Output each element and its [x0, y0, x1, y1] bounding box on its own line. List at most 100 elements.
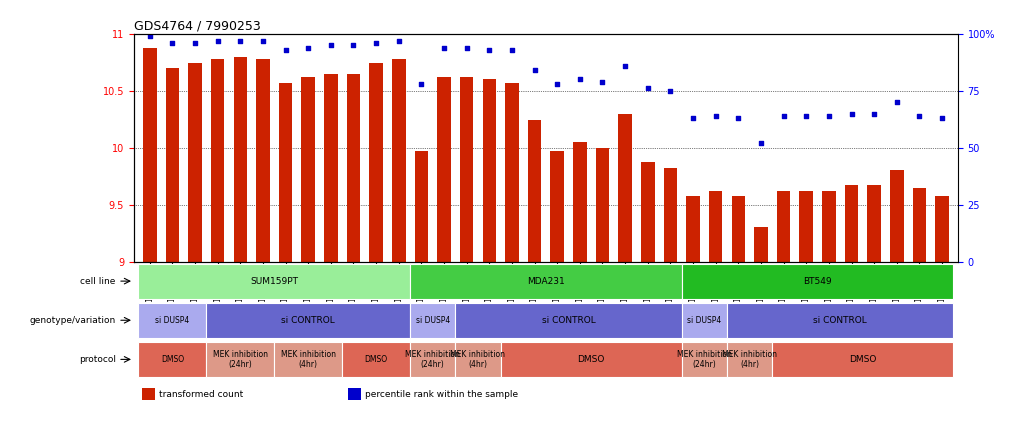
Text: si DUSP4: si DUSP4: [156, 316, 190, 325]
Point: [776, 113, 792, 119]
Bar: [527, 121, 542, 261]
Text: DMSO: DMSO: [161, 355, 184, 364]
Bar: [913, 187, 926, 261]
FancyBboxPatch shape: [410, 342, 455, 377]
Bar: [550, 151, 564, 261]
Bar: [370, 63, 383, 261]
FancyBboxPatch shape: [455, 302, 682, 338]
Point: [844, 110, 860, 117]
Text: MDA231: MDA231: [527, 277, 564, 286]
Text: DMSO: DMSO: [849, 355, 877, 364]
Point: [458, 44, 475, 51]
FancyBboxPatch shape: [342, 342, 410, 377]
FancyBboxPatch shape: [682, 342, 727, 377]
Bar: [663, 168, 677, 261]
Bar: [777, 191, 790, 261]
FancyBboxPatch shape: [206, 302, 410, 338]
Point: [753, 140, 769, 146]
Bar: [459, 77, 474, 261]
Text: si DUSP4: si DUSP4: [415, 316, 450, 325]
Point: [572, 76, 588, 83]
Point: [526, 67, 543, 74]
Bar: [438, 77, 451, 261]
Bar: [731, 195, 745, 261]
Point: [730, 115, 747, 121]
Point: [254, 37, 271, 44]
Text: BT549: BT549: [803, 277, 832, 286]
Point: [708, 113, 724, 119]
Point: [277, 47, 294, 53]
Bar: [935, 195, 949, 261]
Point: [934, 115, 951, 121]
Text: MEK inhibition
(24hr): MEK inhibition (24hr): [213, 350, 268, 369]
FancyBboxPatch shape: [274, 342, 342, 377]
Point: [685, 115, 701, 121]
Text: si CONTROL: si CONTROL: [814, 316, 867, 325]
Point: [549, 80, 565, 87]
FancyBboxPatch shape: [682, 302, 727, 338]
Point: [345, 42, 362, 49]
Point: [481, 47, 497, 53]
Point: [504, 47, 520, 53]
Text: MEK inhibition
(4hr): MEK inhibition (4hr): [281, 350, 336, 369]
Point: [640, 85, 656, 92]
Point: [164, 40, 180, 47]
Point: [300, 44, 316, 51]
Point: [436, 44, 452, 51]
Point: [368, 40, 384, 47]
Text: DMSO: DMSO: [578, 355, 605, 364]
Bar: [845, 185, 858, 261]
FancyBboxPatch shape: [455, 342, 501, 377]
Bar: [618, 113, 632, 261]
Point: [866, 110, 883, 117]
Bar: [890, 170, 903, 261]
Bar: [234, 57, 247, 261]
Point: [413, 80, 430, 87]
FancyBboxPatch shape: [138, 264, 410, 299]
Point: [798, 113, 815, 119]
Text: genotype/variation: genotype/variation: [30, 316, 115, 325]
Bar: [143, 47, 157, 261]
Point: [821, 113, 837, 119]
FancyBboxPatch shape: [772, 342, 954, 377]
Text: DMSO: DMSO: [365, 355, 387, 364]
Bar: [188, 63, 202, 261]
Text: transformed count: transformed count: [159, 390, 243, 399]
Bar: [279, 83, 293, 261]
Bar: [573, 142, 587, 261]
Point: [594, 78, 611, 85]
Bar: [392, 59, 406, 261]
Bar: [347, 74, 360, 261]
Text: MEK inhibition
(4hr): MEK inhibition (4hr): [722, 350, 778, 369]
Text: si DUSP4: si DUSP4: [687, 316, 721, 325]
Text: protocol: protocol: [78, 355, 115, 364]
Bar: [324, 74, 338, 261]
Point: [889, 99, 905, 105]
Text: MEK inhibition
(4hr): MEK inhibition (4hr): [450, 350, 506, 369]
FancyBboxPatch shape: [410, 302, 455, 338]
Text: cell line: cell line: [80, 277, 115, 286]
Bar: [166, 68, 179, 261]
Point: [617, 62, 633, 69]
Text: SUM159PT: SUM159PT: [250, 277, 299, 286]
Text: MEK inhibition
(24hr): MEK inhibition (24hr): [677, 350, 732, 369]
Bar: [686, 195, 699, 261]
FancyBboxPatch shape: [138, 342, 206, 377]
Text: si CONTROL: si CONTROL: [281, 316, 335, 325]
Bar: [641, 162, 654, 261]
Point: [390, 37, 407, 44]
Bar: [302, 77, 315, 261]
FancyBboxPatch shape: [138, 302, 206, 338]
Point: [322, 42, 339, 49]
Text: MEK inhibition
(24hr): MEK inhibition (24hr): [405, 350, 460, 369]
Point: [209, 37, 226, 44]
Point: [186, 40, 203, 47]
Bar: [142, 388, 154, 400]
Text: percentile rank within the sample: percentile rank within the sample: [365, 390, 518, 399]
FancyBboxPatch shape: [206, 342, 274, 377]
Bar: [799, 191, 813, 261]
Text: GDS4764 / 7990253: GDS4764 / 7990253: [134, 20, 261, 33]
Point: [662, 88, 679, 94]
Bar: [505, 83, 519, 261]
Bar: [754, 228, 767, 261]
